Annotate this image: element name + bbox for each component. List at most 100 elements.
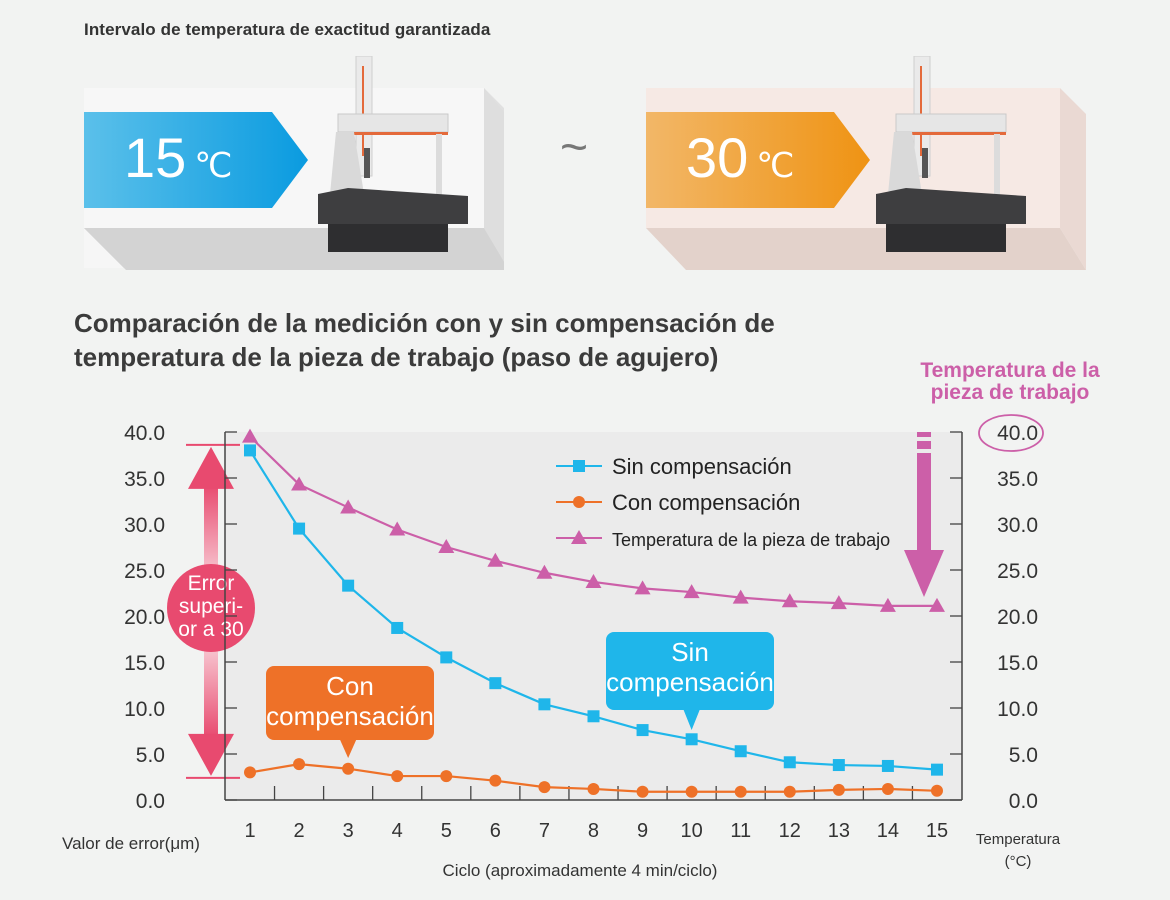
- data-point-sin: [293, 522, 306, 535]
- y-tick-label: 25.0: [124, 560, 165, 583]
- error-band-badge: [167, 564, 255, 652]
- data-point-temp: [487, 552, 504, 567]
- y-tick-label: 20.0: [124, 606, 165, 629]
- error-band-text: Error: [188, 572, 235, 595]
- data-point-temp: [683, 584, 700, 599]
- data-point-con: [538, 781, 551, 794]
- y-axis-label: Valor de error(μm): [62, 834, 200, 853]
- y2-tick-label: 35.0: [997, 468, 1038, 491]
- data-point-sin: [244, 444, 256, 457]
- data-point-temp: [732, 589, 749, 604]
- arrow-down-icon: [188, 733, 234, 776]
- y-tick-label: 15.0: [124, 652, 165, 675]
- y2-tick-label: 5.0: [1009, 744, 1038, 767]
- y-tick-label: 30.0: [124, 514, 165, 537]
- axis-labels: 40.035.030.025.020.015.010.05.00.040.035…: [62, 414, 1061, 880]
- data-point-con: [391, 770, 404, 783]
- data-point-con: [832, 783, 845, 796]
- data-point-con: [440, 770, 453, 783]
- data-point-temp: [928, 597, 945, 612]
- x-tick-label: 7: [539, 820, 550, 842]
- legend-marker-square: [573, 460, 585, 472]
- sin-callout-text: Sin: [671, 637, 709, 667]
- x-tick-label: 11: [730, 820, 751, 842]
- con-callout-text: Con: [326, 671, 374, 701]
- cmm-machine-image: [318, 56, 468, 252]
- data-point-temp: [585, 573, 602, 588]
- range-tilde: ~: [560, 121, 589, 174]
- arrow-down-icon: [904, 550, 944, 597]
- legend-label: Con compensación: [612, 490, 800, 515]
- axes: [224, 431, 963, 801]
- high-temp-arrow: [646, 112, 870, 208]
- right-axis-title: Temperatura de la pieza de trabajo: [920, 359, 1100, 404]
- x-tick-label: 6: [490, 820, 501, 842]
- y-tick-label: 5.0: [136, 744, 165, 767]
- plot-area: [225, 432, 962, 800]
- data-point-temp: [634, 580, 651, 595]
- legend-marker-triangle: [571, 530, 587, 544]
- arrow-up-icon: [188, 446, 234, 489]
- legend: Sin compensación Con compensación Temperat…: [556, 454, 890, 550]
- x-tick-label: 8: [588, 820, 599, 842]
- x-tick-label: 15: [926, 820, 948, 842]
- data-point-sin: [734, 745, 747, 758]
- low-temp-arrow: [84, 112, 308, 208]
- y2-tick-label: 15.0: [997, 652, 1038, 675]
- x-tick-label: 10: [681, 820, 703, 842]
- high-temp-label: 30 ℃: [686, 130, 794, 186]
- data-point-sin: [342, 579, 355, 592]
- x-tick-label: 4: [392, 820, 403, 842]
- x-tick-label: 12: [779, 820, 801, 842]
- y2-axis-label: Temperatura: [976, 831, 1061, 848]
- sin-callout-text: compensación: [606, 667, 774, 697]
- data-point-con: [587, 782, 600, 795]
- data-point-sin: [685, 733, 698, 746]
- temp-arrow-dash: [917, 441, 931, 449]
- data-point-sin: [440, 651, 453, 664]
- header-caption: Intervalo de temperatura de exactitud ga…: [84, 20, 491, 39]
- sin-callout-box: [606, 632, 774, 710]
- data-point-sin: [636, 724, 649, 737]
- x-tick-label: 3: [343, 820, 354, 842]
- legend-label: Sin compensación: [612, 454, 792, 479]
- data-point-con: [342, 762, 355, 775]
- data-point-sin: [538, 698, 551, 711]
- data-point-temp: [340, 499, 357, 514]
- data-point-temp: [242, 428, 258, 443]
- temp-arrow-dash: [917, 432, 931, 437]
- data-point-con: [636, 785, 649, 798]
- legend-label: Temperatura de la pieza de trabajo: [612, 530, 890, 550]
- x-tick-label: 14: [877, 820, 899, 842]
- y2-tick-label: 10.0: [997, 698, 1038, 721]
- data-point-con: [293, 758, 306, 771]
- y2-tick-label: 25.0: [997, 560, 1038, 583]
- temp-arrow-shaft: [917, 453, 931, 550]
- x-tick-label: 13: [828, 820, 850, 842]
- data-point-con: [489, 774, 502, 787]
- data-point-temp: [291, 476, 308, 491]
- con-callout-pointer: [340, 740, 357, 758]
- data-point-sin: [832, 759, 845, 772]
- cmm-machine-image: [876, 56, 1026, 252]
- error-band-text: or a 30: [178, 618, 243, 641]
- data-point-con: [930, 784, 943, 797]
- data-point-temp: [438, 539, 455, 553]
- low-temp-unit: ℃: [194, 147, 233, 185]
- con-callout-box: [266, 666, 434, 740]
- x-axis-label: Ciclo (aproximadamente 4 min/ciclo): [443, 861, 718, 880]
- y-tick-label: 40.0: [124, 422, 165, 445]
- data-point-sin: [783, 756, 796, 769]
- data-point-sin: [391, 621, 404, 634]
- data-point-sin: [489, 677, 502, 690]
- y-tick-label: 10.0: [124, 698, 165, 721]
- data-point-con: [783, 785, 796, 798]
- data-point-temp: [830, 595, 847, 610]
- sin-callout-pointer: [683, 710, 700, 730]
- y2-tick-label: 40.0: [997, 422, 1038, 445]
- data-point-sin: [881, 759, 894, 772]
